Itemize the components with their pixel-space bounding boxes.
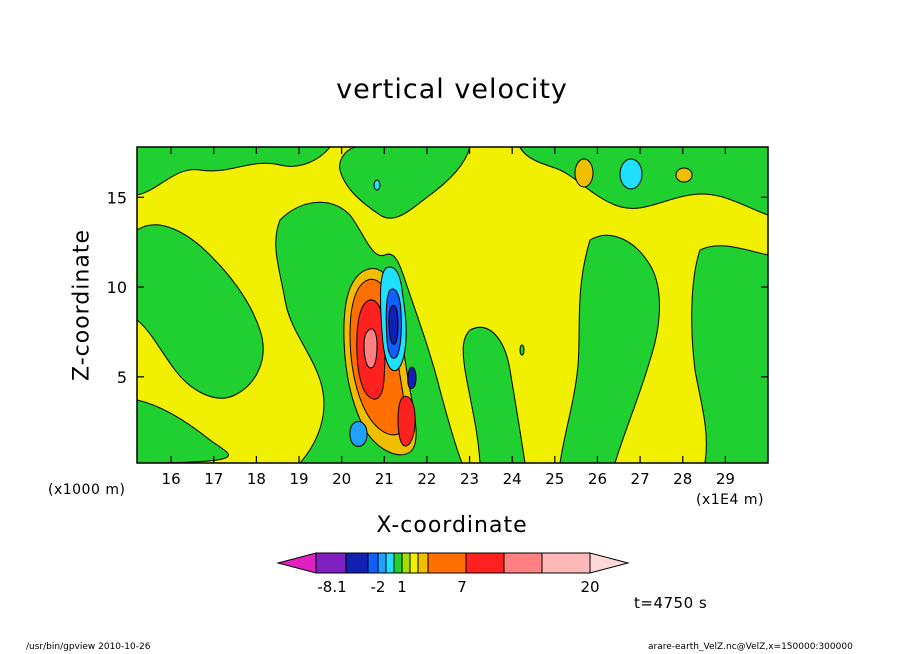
colorbar-swatch <box>503 552 543 574</box>
colorbar-max-arrow <box>589 552 630 574</box>
colorbar-swatch <box>417 552 429 574</box>
x-tick-label: 20 <box>332 470 351 488</box>
x-axis: 16 17 18 19 20 21 22 23 24 25 26 27 28 29 <box>162 147 735 488</box>
colorbar-swatch <box>367 552 379 574</box>
y-axis: 5 10 15 <box>107 188 768 387</box>
green-region-upper-mid <box>339 147 471 219</box>
cell-top-cyan <box>619 158 643 190</box>
green-region-left-mid <box>137 224 264 399</box>
x-axis-label: X-coordinate <box>376 513 528 538</box>
colorbar-swatch <box>377 552 387 574</box>
plot-frame <box>136 146 769 464</box>
y-tick-label: 5 <box>117 368 127 387</box>
low-cell-blue-2 <box>407 366 417 389</box>
cell-small-green <box>519 344 525 356</box>
colorbar-swatch <box>385 552 395 574</box>
colorbar-label: 20 <box>580 578 599 596</box>
low-cell-blue <box>349 421 368 447</box>
footer-left: /usr/bin/gpview 2010-10-26 <box>26 642 151 652</box>
colorbar-swatch <box>541 552 591 574</box>
x-tick-label: 24 <box>503 470 522 488</box>
colorbar-swatch <box>401 552 411 574</box>
x-tick-label: 18 <box>247 470 266 488</box>
colorbar-swatch <box>393 552 403 574</box>
x-tick-label: 21 <box>375 470 394 488</box>
colorbar-swatch <box>345 552 369 574</box>
x-tick-label: 19 <box>289 470 308 488</box>
downdraft-contour-3 <box>388 304 399 345</box>
x-tick-label: 17 <box>204 470 223 488</box>
colorbar-swatch <box>315 552 347 574</box>
chart-title: vertical velocity <box>336 74 568 105</box>
x-units-label-2: (x1E4 m) <box>696 492 764 508</box>
colorbar: -8.1 -2 1 7 20 <box>276 552 630 596</box>
y-tick-label: 10 <box>107 278 127 297</box>
cell-top-orange-2 <box>675 167 693 183</box>
time-label: t=4750 s <box>634 594 708 612</box>
colorbar-swatch <box>427 552 467 574</box>
colorbar-label: 1 <box>397 578 407 596</box>
x-tick-label: 28 <box>673 470 692 488</box>
colorbar-label: 7 <box>457 578 467 596</box>
x-tick-label: 22 <box>417 470 436 488</box>
green-region-far-right <box>691 245 768 463</box>
x-units-label: (x1000 m) <box>48 482 126 498</box>
x-tick-label: 25 <box>545 470 564 488</box>
y-tick-label: 15 <box>107 188 127 207</box>
colorbar-label: -8.1 <box>317 578 346 596</box>
x-tick-label: 16 <box>162 470 181 488</box>
colorbar-swatch <box>409 552 419 574</box>
footer-right: arare-earth_VelZ.nc@VelZ,x=150000:300000 <box>648 642 853 652</box>
green-region-right-mid <box>559 234 660 463</box>
green-region-left-bottom <box>137 399 229 463</box>
green-region-bottom-mid <box>462 327 526 463</box>
x-tick-label: 29 <box>716 470 735 488</box>
x-tick-label: 26 <box>588 470 607 488</box>
colorbar-label: -2 <box>371 578 386 596</box>
colorbar-min-arrow <box>276 552 317 574</box>
updraft-contour-4 <box>363 328 378 369</box>
x-tick-label: 27 <box>631 470 650 488</box>
colorbar-swatch <box>465 552 505 574</box>
low-cell-red <box>397 395 416 447</box>
cell-top-orange-1 <box>574 158 594 188</box>
x-tick-label: 23 <box>460 470 479 488</box>
contour-fields <box>137 147 768 463</box>
green-region-left-top <box>137 147 331 196</box>
cell-top-cyan-small <box>373 179 381 191</box>
